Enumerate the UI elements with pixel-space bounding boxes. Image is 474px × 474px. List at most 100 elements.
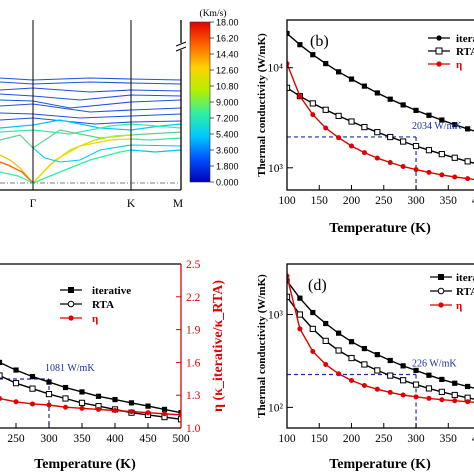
point-iterative bbox=[178, 410, 181, 416]
x-tick-label: 250 bbox=[7, 433, 25, 445]
colorbar-tick-label: 9.000 bbox=[216, 98, 239, 108]
x-tick-label: 350 bbox=[440, 195, 458, 207]
point-η bbox=[439, 172, 445, 178]
panel-c: Temperature (K) 2002503003504004505001.0… bbox=[0, 259, 226, 472]
legend-b-iterative-marker bbox=[436, 35, 442, 41]
point-iterative bbox=[29, 374, 36, 380]
point-RTA bbox=[335, 347, 342, 354]
x-tick-label: 200 bbox=[343, 195, 361, 207]
point-RTA bbox=[412, 381, 420, 388]
point-iterative bbox=[452, 380, 458, 386]
panel-c-y2label-text: η (κ_iterative/κ_RTA) bbox=[211, 280, 226, 412]
point-η bbox=[63, 404, 68, 410]
point-η bbox=[79, 405, 85, 411]
point-η bbox=[112, 408, 118, 414]
point-η bbox=[426, 169, 432, 175]
point-η bbox=[129, 409, 134, 415]
x-tick-label: 450 bbox=[139, 433, 157, 445]
phonon-branch bbox=[130, 149, 181, 153]
panel-c-xlabel: Temperature (K) bbox=[34, 457, 136, 472]
legend-b-rta: RTA bbox=[456, 46, 474, 58]
x-tick-label: 100 bbox=[278, 433, 296, 445]
point-RTA bbox=[438, 151, 445, 158]
point-iterative bbox=[400, 363, 406, 369]
point-iterative bbox=[297, 42, 303, 48]
colorbar-tick-label: 10.80 bbox=[216, 82, 239, 92]
colorbar-tick-label: 14.40 bbox=[216, 50, 239, 60]
point-η bbox=[400, 392, 406, 398]
x-tick-label: 300 bbox=[407, 433, 425, 445]
legend-d-eta-marker bbox=[438, 302, 444, 308]
point-η bbox=[323, 361, 329, 367]
legend-b-rta-marker bbox=[435, 47, 443, 55]
point-η bbox=[162, 411, 167, 417]
point-RTA bbox=[322, 106, 329, 113]
point-iterative bbox=[439, 376, 445, 383]
panel-c-legend: iterative RTA η bbox=[60, 285, 131, 325]
x-tick-label: 150 bbox=[311, 433, 329, 445]
dispersion-branches bbox=[0, 77, 181, 184]
point-iterative bbox=[465, 383, 471, 390]
point-RTA bbox=[287, 84, 291, 91]
point-η bbox=[361, 150, 367, 156]
point-η bbox=[400, 164, 406, 170]
colorbar-tick-label: 7.200 bbox=[216, 114, 239, 124]
point-RTA bbox=[348, 354, 355, 362]
point-iterative bbox=[297, 295, 303, 301]
panel-d-ylabel: Thermal conductivity (W/mK) bbox=[256, 274, 268, 418]
x-tick-label: 500 bbox=[172, 433, 190, 445]
point-η bbox=[13, 399, 19, 405]
point-iterative bbox=[361, 345, 368, 352]
point-RTA bbox=[287, 293, 291, 300]
plot-area bbox=[287, 273, 474, 428]
phonon-branch bbox=[0, 77, 181, 81]
x-tick-label: 200 bbox=[343, 433, 361, 445]
panel-d: Thermal conductivity (W/mK) Temperature … bbox=[256, 263, 474, 472]
point-iterative bbox=[112, 396, 118, 403]
point-RTA bbox=[361, 124, 368, 131]
point-iterative bbox=[413, 107, 419, 113]
legend-d-eta: η bbox=[456, 300, 462, 312]
point-iterative bbox=[465, 126, 471, 132]
point-RTA bbox=[309, 325, 316, 333]
x-tick-label: 350 bbox=[440, 433, 458, 445]
point-η bbox=[374, 155, 380, 161]
plot-area bbox=[0, 359, 181, 428]
x-tick-label: 400 bbox=[472, 433, 474, 445]
point-RTA bbox=[451, 391, 458, 399]
point-η bbox=[413, 167, 419, 173]
point-iterative bbox=[46, 379, 52, 385]
phonon-branch bbox=[0, 99, 181, 109]
point-iterative bbox=[0, 359, 3, 365]
phonon-branch bbox=[0, 154, 34, 184]
point-η bbox=[465, 176, 471, 182]
legend-b-iterative: iterative bbox=[456, 33, 474, 45]
legend-d-iterative-marker bbox=[438, 274, 444, 280]
legend-b-eta: η bbox=[456, 59, 462, 71]
point-RTA bbox=[387, 133, 394, 141]
plot-area bbox=[287, 30, 474, 190]
point-iterative bbox=[374, 352, 380, 358]
panel-b-frame bbox=[286, 19, 474, 191]
legend-b-eta-marker bbox=[436, 61, 442, 67]
phonon-branch bbox=[32, 138, 132, 184]
point-RTA bbox=[296, 311, 304, 318]
series-line-iterative bbox=[287, 32, 474, 132]
point-η bbox=[452, 398, 458, 404]
series-line-iterative bbox=[287, 280, 474, 389]
x-tick-label: 300 bbox=[407, 195, 425, 207]
x-tick-label: 300 bbox=[40, 433, 58, 445]
colorbar-tick-label: 3.600 bbox=[216, 146, 239, 156]
kpoint-label-k: K bbox=[127, 198, 136, 210]
point-iterative bbox=[95, 393, 102, 399]
point-RTA bbox=[464, 158, 471, 165]
phonon-branch bbox=[0, 87, 181, 93]
annotation-label: 1081 W/mK bbox=[45, 363, 95, 374]
point-RTA bbox=[78, 399, 86, 406]
colorbar-tick-label: 5.400 bbox=[216, 130, 239, 140]
point-η bbox=[30, 401, 35, 407]
panel-d-frame bbox=[286, 263, 474, 429]
point-iterative bbox=[361, 83, 368, 89]
annotation-label: 226 W/mK bbox=[412, 359, 457, 370]
panel-c-plot: 2002503003504004505001.01.31.61.92.22.51… bbox=[0, 259, 201, 445]
